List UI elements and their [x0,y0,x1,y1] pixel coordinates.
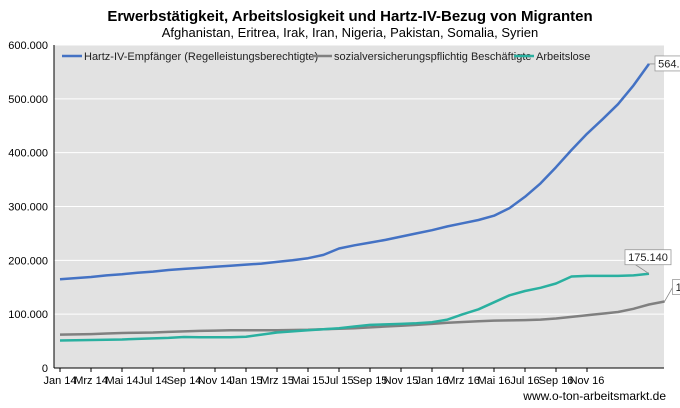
data-label: 564.819 [658,58,680,70]
legend-entry: sozialversicherungspflichtig Beschäftigt… [334,51,532,63]
x-tick-label: Mrz 15 [260,375,294,387]
x-tick-label: Nov 16 [570,375,605,387]
legend-entry: Hartz-IV-Empfänger (Regelleistungsberech… [84,51,318,63]
x-tick-label: Sep 16 [539,375,574,387]
y-tick-label: 400.000 [8,148,48,160]
y-axis: 0 100.000 200.000 300.000 400.000 500.000 600.… [8,40,55,375]
callout-leader [664,287,673,302]
y-tick-label: 600.000 [8,40,48,52]
series-line-1 [59,300,665,336]
data-label: 123.486 [676,282,680,294]
y-tick-label: 500.000 [8,94,48,106]
x-tick-label: Mai 15 [291,375,324,387]
x-tick-label: Jul 15 [324,375,353,387]
x-tick-label: Jan 16 [415,375,448,387]
x-tick-label: Jan 15 [229,375,262,387]
x-tick-label: Sep 15 [353,375,388,387]
y-tick-label: 0 [42,363,48,375]
x-tick-label: Mrz 16 [446,375,480,387]
x-tick-label: Nov 14 [198,375,233,387]
legend: Hartz-IV-Empfänger (Regelleistungsberech… [62,51,590,63]
x-tick-label: Mai 16 [477,375,510,387]
end-value-callouts: 564.819 123.486 175.140 [624,55,680,302]
series-lines [59,63,665,342]
x-tick-label: Mrz 14 [74,375,108,387]
x-tick-label: Nov 15 [384,375,419,387]
callout-box [624,249,672,266]
y-tick-label: 300.000 [8,202,48,214]
series-line-2 [59,272,650,342]
y-tick-label: 200.000 [8,255,48,267]
chart-subtitle: Afghanistan, Eritrea, Irak, Iran, Nigeri… [162,25,538,40]
callout-box [672,279,680,295]
callout-box [654,55,680,72]
x-tick-label: Jan 14 [43,375,76,387]
chart-title: Erwerbstätigkeit, Arbeitslosigkeit und H… [107,8,592,25]
x-tick-label: Jul 14 [138,375,167,387]
gridlines [54,44,664,315]
y-tick-label: 100.000 [8,309,48,321]
x-tick-label: Jul 16 [510,375,539,387]
x-tick-label: Mai 14 [105,375,138,387]
series-line-0 [59,63,651,281]
x-tick-label: Sep 14 [167,375,202,387]
legend-entry: Arbeitslose [536,51,590,63]
source-label: www.o-ton-arbeitsmarkt.de [522,389,666,403]
data-label: 175.140 [628,252,668,264]
